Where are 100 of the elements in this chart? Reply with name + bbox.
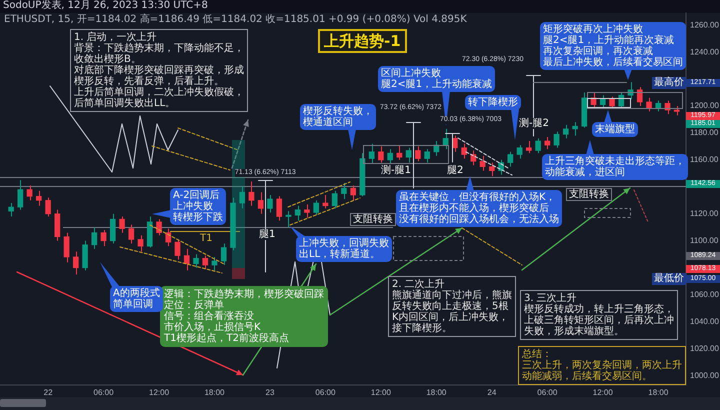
y-tick-label: 1040.00 — [690, 316, 720, 326]
candlestick — [590, 92, 596, 110]
x-tick-label: 18:00 — [204, 388, 226, 398]
candlestick — [128, 224, 134, 244]
y-tick-label: 1180.00 — [690, 128, 719, 138]
candlestick — [276, 196, 282, 222]
annotation: 测-腿1 — [380, 165, 412, 176]
candlestick — [350, 185, 356, 201]
x-tick-label: 06:00 — [94, 388, 114, 398]
candlestick — [184, 248, 190, 271]
annotation: 测-腿2 — [518, 118, 550, 129]
x-tick-label: 18:00 — [426, 388, 447, 398]
annotation: 虽在关键位，但没有很好的入场K，且在楔形内不能入场，楔形突破后没有很好的回踩入场机会，无法入场 — [399, 192, 559, 225]
chart-subtitle: ETHUSDT, 15, 开=1184.02 高=1186.49 低=1184.02 收=1185.01 +0.99 (+0.08%) Vol 4.895K — [4, 14, 467, 26]
candlestick — [387, 148, 393, 164]
candlestick — [480, 155, 486, 172]
candlestick — [332, 190, 338, 209]
candlestick — [572, 122, 578, 136]
candlestick — [156, 218, 162, 236]
annotation: 3. 三次上升楔形反转成功，转上升三角形态，上破三角转矩形区间，后再次上冲失败，形成末端旗型。 — [524, 293, 674, 337]
candlestick — [609, 96, 615, 110]
annotation: A-2回调后上冲失败转楔形下跌 — [173, 190, 223, 223]
annotation: 总结：三次上升，两次复杂回调，两次上升动能减弱，后续看交易区间。 — [522, 349, 682, 382]
candlestick — [294, 205, 301, 222]
x-tick-label: 12:00 — [370, 388, 392, 398]
annotation: 矩形突破再次上冲失败腿2<腿1，上升动能再次衰减再次复杂回调，再次衰减最后上冲失败，后续看交易区间 — [543, 24, 683, 68]
candlestick — [91, 226, 98, 250]
y-tick-label: 1020.00 — [690, 344, 720, 353]
x-tick-label: 12:00 — [149, 388, 170, 398]
candlestick — [508, 151, 514, 168]
candlestick — [212, 256, 218, 271]
candlestick — [110, 213, 116, 244]
candlestick — [138, 234, 144, 252]
annotation: 最高价 — [652, 76, 686, 89]
candlestick — [424, 148, 430, 164]
annotation: A的两段式简单回调 — [113, 288, 160, 310]
candlestick — [674, 106, 680, 116]
candlestick — [341, 182, 347, 200]
annotation: 转下降楔形 — [465, 95, 521, 110]
y-tick-label: 1100.00 — [690, 236, 719, 245]
annotation: 最低价 — [652, 273, 686, 285]
y-tick-label: 1260.00 — [690, 20, 720, 30]
candlestick — [304, 204, 310, 218]
x-tick-label: 22 — [44, 388, 54, 398]
y-tick-label: 1060.00 — [690, 290, 720, 299]
annotation: 上升三角突破未走出形态等距，动能衰减，进区间 — [545, 156, 685, 178]
candlestick — [600, 94, 606, 108]
y-tick-label: 1000.00 — [690, 370, 720, 380]
candlestick — [322, 194, 328, 209]
candlestick — [119, 216, 125, 234]
candlestick — [54, 209, 60, 242]
candlestick — [8, 202, 14, 218]
x-tick-label: 06:00 — [315, 388, 336, 398]
candlestick — [368, 143, 374, 164]
x-tick-label: 12:00 — [592, 388, 614, 398]
candlestick — [174, 238, 180, 260]
ref-line-label: 支阻转换 — [350, 213, 396, 226]
candlestick — [286, 210, 292, 228]
candlestick — [239, 186, 246, 209]
candlestick — [461, 143, 467, 160]
annotation: 楔形反转失败，楔通道区间 — [303, 106, 373, 128]
candlestick — [313, 200, 320, 216]
candlestick — [193, 254, 199, 268]
annotation: 末端旗型 — [592, 122, 638, 137]
candlestick — [396, 144, 402, 160]
annotation: 上冲失败，回调失败出LL，转新通道。 — [299, 238, 389, 260]
candlestick — [64, 232, 70, 263]
candlestick — [36, 190, 42, 206]
candlestick — [26, 185, 32, 201]
x-tick-label: 23 — [266, 388, 275, 398]
candlestick — [544, 136, 550, 150]
candlestick — [415, 146, 421, 162]
candlestick — [535, 138, 541, 154]
candlestick — [220, 242, 227, 266]
candlestick — [248, 180, 254, 206]
annotation: 腿1 — [258, 229, 276, 240]
candlestick — [72, 251, 79, 275]
x-tick-label: 24 — [487, 388, 497, 398]
annotation: 区间上冲失败腿2<腿1，上升动能衰减 — [381, 68, 492, 90]
x-tick-label: 18:00 — [648, 388, 669, 398]
y-tick-label: 1240.00 — [690, 47, 720, 56]
candlestick — [636, 86, 643, 106]
candlestick — [516, 144, 522, 160]
text: 上升趋势-1 — [318, 29, 407, 53]
text: SodoUP发表, 12月 26, 2023 13:30 UTC+8 — [3, 0, 208, 12]
candlestick — [267, 194, 273, 213]
candlestick — [406, 147, 412, 164]
candlestick — [82, 240, 88, 271]
candlestick — [526, 140, 532, 154]
annotation: 2. 二次上升熊旗通道向下过冲后，熊旗反转失败向上走极速，5根K内回区间，后上冲失败，接下降楔形。 — [392, 279, 512, 334]
candlestick — [562, 124, 569, 139]
candlestick — [554, 131, 560, 148]
annotation: 逻辑：下跌趋势末期，楔形突破回踩定位：反弹单信号：组合看涨吞没市价入场，止损信号KT1楔形起点，T2前波段高点 — [164, 289, 324, 344]
annotation: 腿2 — [446, 165, 464, 176]
y-tick-label: 1160.00 — [690, 155, 719, 164]
y-tick-label: 1200.00 — [690, 101, 720, 110]
candlestick — [258, 192, 264, 214]
y-tick-label: 1120.00 — [690, 209, 719, 218]
ref-line-label: T1 — [200, 233, 212, 244]
ref-line-label: 支阻转换 — [566, 188, 612, 201]
